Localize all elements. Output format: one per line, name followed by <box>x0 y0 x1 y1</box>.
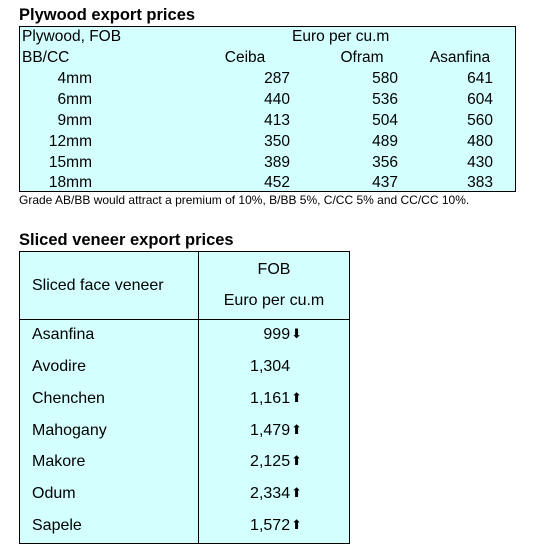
veneer-species: Avodire <box>32 358 86 375</box>
arrow-up-icon: ⬆ <box>291 453 302 468</box>
plywood-col-asanfina: Asanfina <box>429 49 491 66</box>
plywood-value: 489 <box>372 133 398 150</box>
plywood-header-unit: Euro per cu.m <box>292 28 390 45</box>
veneer-species: Odum <box>32 485 76 502</box>
plywood-value: 560 <box>467 112 493 129</box>
plywood-header-grade: BB/CC <box>22 49 70 66</box>
veneer-col2-header-fob: FOB <box>257 261 291 278</box>
veneer-price: 2,125⬆ <box>220 452 302 471</box>
plywood-title: Plywood export prices <box>19 6 196 24</box>
plywood-value: 413 <box>264 112 290 129</box>
arrow-up-icon: ⬆ <box>291 517 302 532</box>
plywood-col-ofram: Ofram <box>340 49 384 66</box>
veneer-species: Makore <box>32 453 86 470</box>
plywood-value: 383 <box>467 174 493 191</box>
plywood-value: 536 <box>372 91 398 108</box>
plywood-value: 287 <box>264 70 290 87</box>
arrow-up-icon: ⬆ <box>291 422 302 437</box>
veneer-col2-header-unit: Euro per cu.m <box>223 292 325 309</box>
plywood-size: 15mm <box>48 154 92 171</box>
plywood-size: 18mm <box>48 174 92 191</box>
veneer-price-value: 1,304 <box>250 358 291 375</box>
plywood-table: Plywood, FOB Euro per cu.m BB/CC Ceiba O… <box>19 26 516 192</box>
arrow-up-icon: ⬆ <box>291 390 302 405</box>
plywood-size: 12mm <box>48 133 92 150</box>
veneer-price-value: 999 <box>263 326 291 343</box>
plywood-size: 6mm <box>57 91 92 108</box>
plywood-value: 440 <box>264 91 290 108</box>
veneer-price: 1,479⬆ <box>220 421 302 440</box>
plywood-value: 437 <box>372 174 398 191</box>
veneer-price: 999⬇ <box>220 325 302 344</box>
plywood-value: 504 <box>372 112 398 129</box>
veneer-price: 1,161⬆ <box>220 389 302 408</box>
veneer-price: 1,572⬆ <box>220 516 302 535</box>
plywood-note: Grade AB/BB would attract a premium of 1… <box>19 193 470 207</box>
veneer-price: 1,304⬆ <box>220 357 302 376</box>
plywood-size: 4mm <box>57 70 92 87</box>
veneer-col1-header: Sliced face veneer <box>32 277 164 294</box>
veneer-price-value: 1,479 <box>250 422 291 439</box>
plywood-col-ceiba: Ceiba <box>224 49 266 66</box>
plywood-value: 480 <box>467 133 493 150</box>
plywood-value: 430 <box>467 154 493 171</box>
veneer-species: Sapele <box>32 517 82 534</box>
plywood-value: 604 <box>467 91 493 108</box>
plywood-value: 356 <box>372 154 398 171</box>
veneer-title: Sliced veneer export prices <box>19 231 234 249</box>
plywood-header-fob: Plywood, FOB <box>22 28 122 45</box>
column-divider <box>198 252 199 543</box>
veneer-price-value: 1,572 <box>250 517 291 534</box>
veneer-table: Sliced face veneer FOB Euro per cu.m Asa… <box>19 251 350 544</box>
plywood-value: 641 <box>467 70 493 87</box>
plywood-value: 350 <box>264 133 290 150</box>
veneer-price-value: 1,161 <box>250 390 291 407</box>
plywood-value: 580 <box>372 70 398 87</box>
veneer-species: Chenchen <box>32 390 105 407</box>
arrow-down-icon: ⬇ <box>291 326 302 341</box>
plywood-value: 389 <box>264 154 290 171</box>
arrow-up-icon: ⬆ <box>291 485 302 500</box>
veneer-price: 2,334⬆ <box>220 484 302 503</box>
veneer-price-value: 2,334 <box>250 485 291 502</box>
veneer-species: Mahogany <box>32 422 107 439</box>
veneer-price-value: 2,125 <box>250 453 291 470</box>
header-divider <box>20 319 349 320</box>
veneer-species: Asanfina <box>32 326 95 343</box>
plywood-size: 9mm <box>57 112 92 129</box>
plywood-value: 452 <box>264 174 290 191</box>
